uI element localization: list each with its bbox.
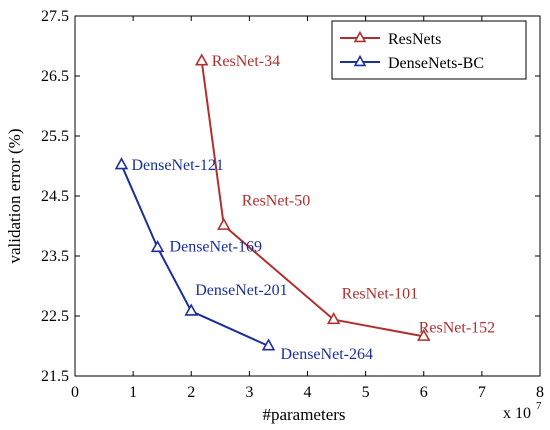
x-scale-exponent: 7 [536,400,542,412]
x-tick-label: 4 [304,384,312,401]
y-tick-label: 24.5 [41,188,69,205]
x-tick-label: 7 [478,384,486,401]
legend-box [331,20,527,80]
data-point-marker [217,217,231,230]
series-densenets-bc [114,157,276,351]
data-point-marker [326,311,341,325]
point-label: DenseNet-121 [132,157,224,174]
y-axis-ticks: 21.5 22.5 23.5 24.5 25.5 26.5 27.5 [41,8,540,385]
data-point-marker [194,53,209,66]
legend-marker [353,30,367,43]
x-tick-label: 2 [187,384,195,401]
y-tick-label: 22.5 [41,308,69,325]
legend-label: DenseNets-BC [388,55,484,72]
series-layer [114,53,431,351]
x-tick-label: 1 [129,384,137,401]
y-tick-label: 25.5 [41,128,69,145]
point-label: ResNet-34 [212,53,280,70]
legend-marker [353,54,367,67]
legend-item: DenseNets-BC [340,54,484,72]
legend-label: ResNets [388,31,441,48]
legend: ResNets DenseNets-BC [331,20,527,80]
series-line [120,164,269,347]
x-tick-label: 8 [536,384,544,401]
point-label: DenseNet-264 [281,346,373,363]
point-label: DenseNet-169 [170,239,262,256]
point-label: DenseNet-201 [195,282,287,299]
data-point-marker [150,239,165,253]
point-label: ResNet-101 [342,286,418,303]
series-resnets [194,53,431,341]
data-point-marker [114,157,129,170]
point-label: ResNet-152 [419,319,495,336]
x-axis-ticks: 0 1 2 3 4 5 6 7 8 [71,16,544,401]
point-label: ResNet-50 [242,192,310,209]
legend-item: ResNets [340,30,441,48]
x-tick-label: 0 [71,384,79,401]
y-axis-title: validation error (%) [5,129,24,264]
y-tick-label: 27.5 [41,8,69,25]
x-scale-label: x 10 [503,405,531,422]
data-point-marker [261,338,276,351]
x-tick-label: 3 [245,384,253,401]
x-axis-title: #parameters [262,405,345,424]
data-point-marker [416,328,431,341]
data-point-marker [184,303,199,316]
x-tick-label: 6 [420,384,428,401]
y-tick-label: 21.5 [41,368,69,385]
x-axis-scale-factor: x 10 7 [503,400,542,422]
y-tick-label: 26.5 [41,68,69,85]
series-line [200,60,424,338]
y-tick-label: 23.5 [41,248,69,265]
x-tick-label: 5 [362,384,370,401]
